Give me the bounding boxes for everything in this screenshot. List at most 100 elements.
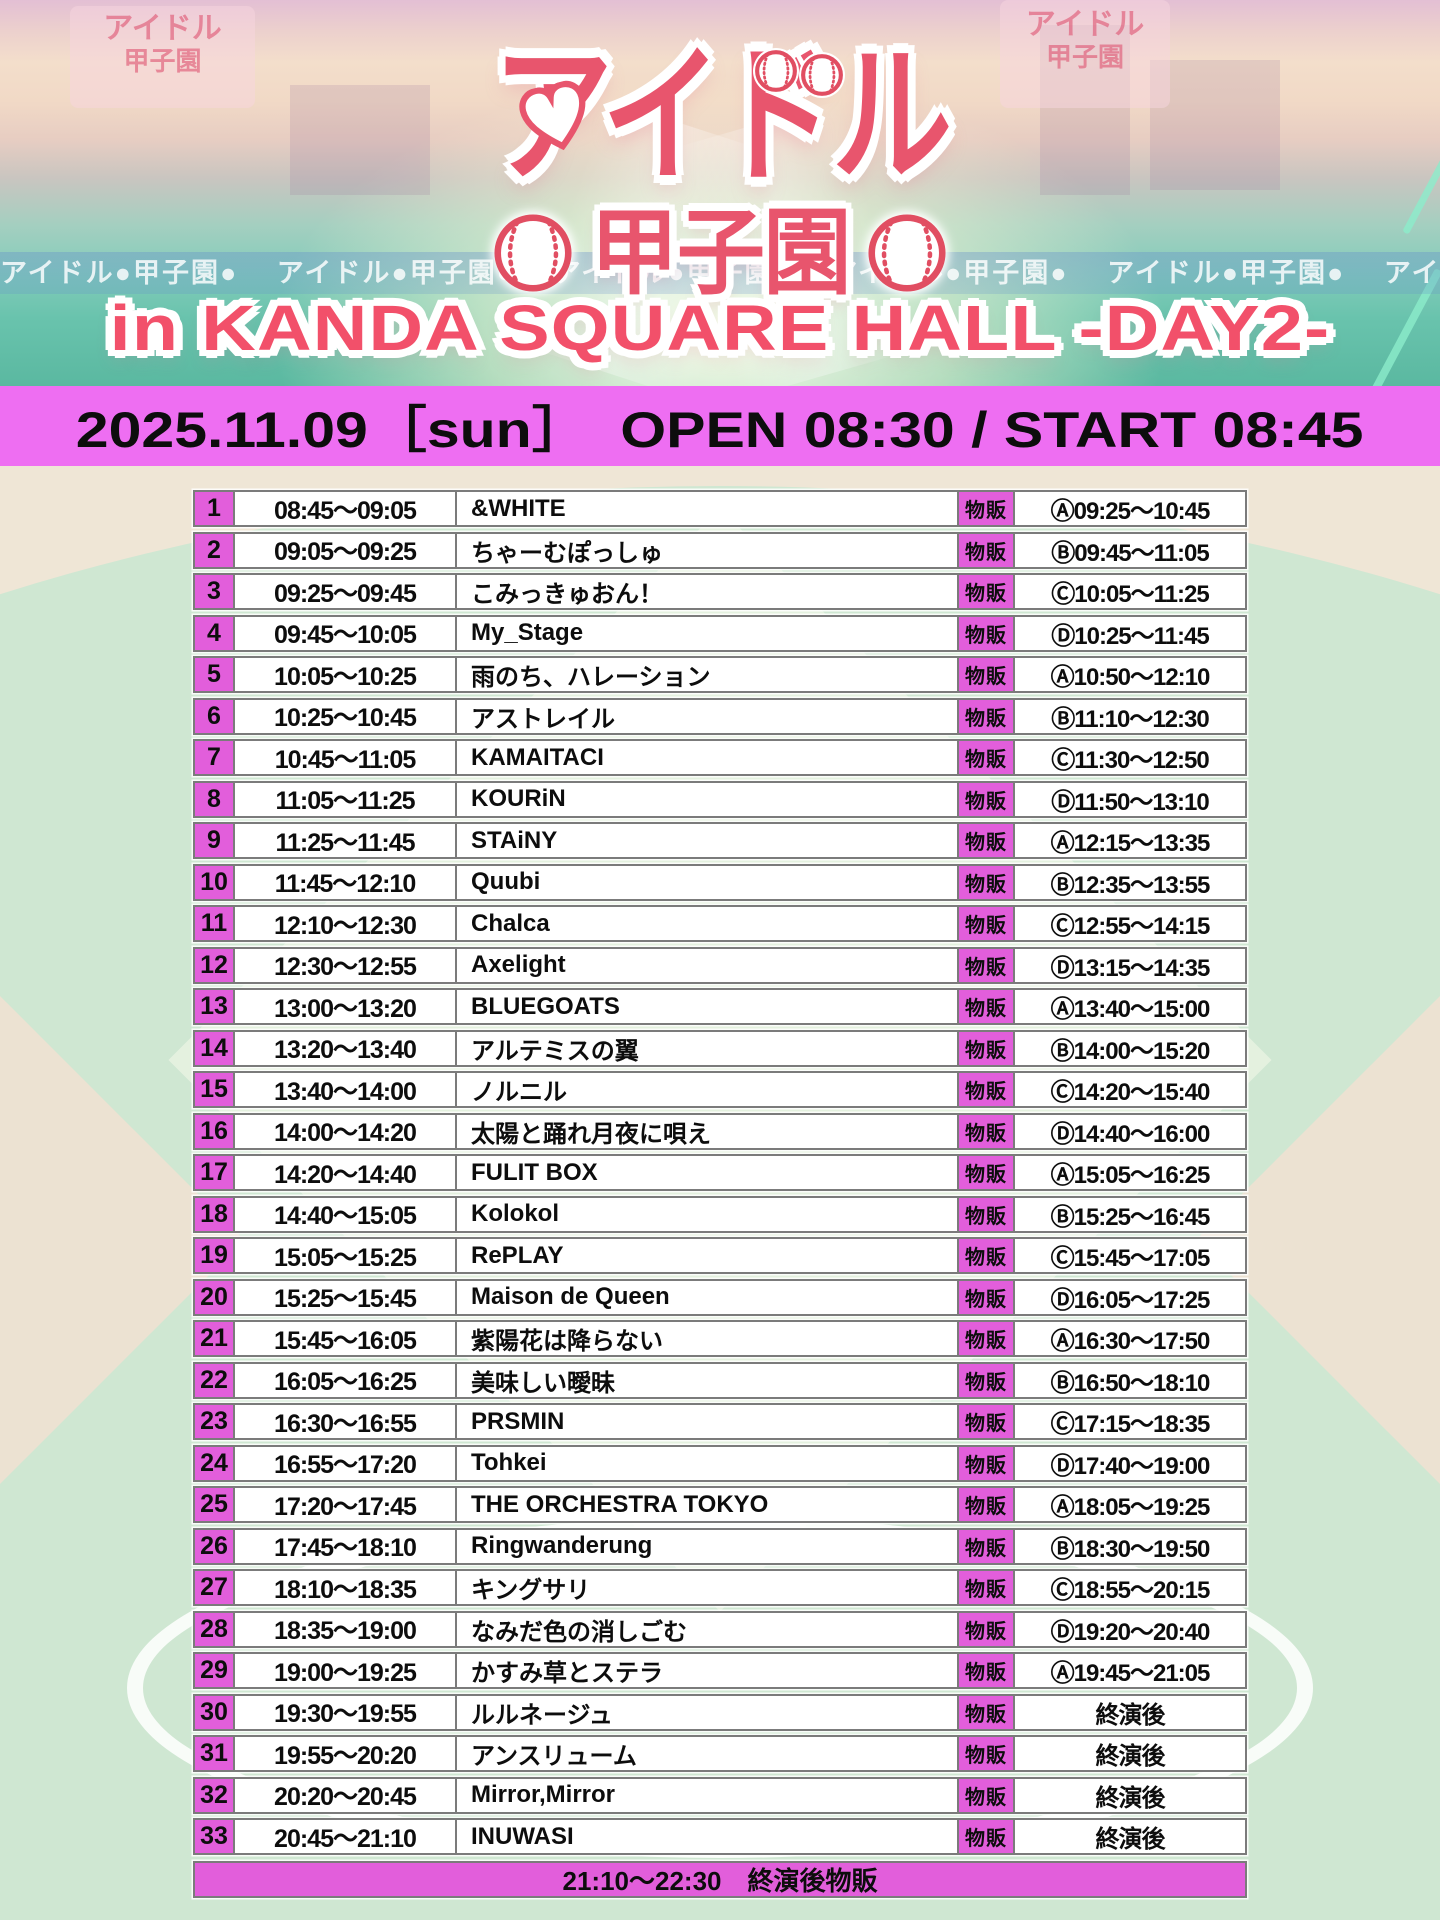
heart-icon xyxy=(519,80,586,151)
performance-time: 14:00〜14:20 xyxy=(235,1114,457,1148)
table-row: 13 13:00〜13:20 BLUEGOATS 物販 Ⓐ13:40〜15:00 xyxy=(193,988,1247,1025)
merch-label: 物販 xyxy=(959,824,1015,857)
merch-label: 物販 xyxy=(959,575,1015,608)
artist-name: INUWASI xyxy=(457,1820,959,1853)
table-row: 25 17:20〜17:45 THE ORCHESTRA TOKYO 物販 Ⓐ1… xyxy=(193,1486,1247,1523)
skyline-silhouette xyxy=(290,85,430,195)
merch-label: 物販 xyxy=(959,865,1015,899)
performance-time: 18:10〜18:35 xyxy=(235,1571,457,1604)
performance-time: 15:05〜15:25 xyxy=(235,1239,457,1272)
artist-name: KOURiN xyxy=(457,782,959,816)
row-number: 31 xyxy=(195,1737,235,1770)
artist-name: かすみ草とステラ xyxy=(457,1654,959,1687)
row-number: 24 xyxy=(195,1446,235,1480)
merch-label: 物販 xyxy=(959,782,1015,816)
artist-name: こみっきゅおん！ xyxy=(457,575,959,608)
table-row: 26 17:45〜18:10 Ringwanderung 物販 Ⓑ18:30〜1… xyxy=(193,1527,1247,1565)
merch-time: Ⓓ11:50〜13:10 xyxy=(1051,788,1209,816)
performance-time: 09:25〜09:45 xyxy=(235,575,457,608)
merch-label: 物販 xyxy=(959,1156,1015,1189)
table-row: 15 13:40〜14:00 ノルニル 物販 Ⓒ14:20〜15:40 xyxy=(193,1071,1247,1108)
table-row: 29 19:00〜19:25 かすみ草とステラ 物販 Ⓐ19:45〜21:05 xyxy=(193,1652,1247,1689)
event-logo-subtitle-text: 甲子園 xyxy=(590,200,851,305)
sign-text: 甲子園 xyxy=(123,45,202,76)
performance-time: 10:45〜11:05 xyxy=(235,741,457,774)
after-sales-banner: 21:10〜22:30 終演後物販 xyxy=(193,1861,1247,1898)
row-number: 18 xyxy=(195,1197,235,1231)
stadium-signboard-left: アイドル 甲子園 xyxy=(70,6,255,108)
merch-time: Ⓐ15:05〜16:25 xyxy=(1050,1162,1211,1189)
row-number: 15 xyxy=(195,1073,235,1106)
merch-label: 物販 xyxy=(959,533,1015,567)
table-row: 10 11:45〜12:10 Quubi 物販 Ⓑ12:35〜13:55 xyxy=(193,863,1247,901)
performance-time: 17:20〜17:45 xyxy=(235,1488,457,1521)
row-number: 2 xyxy=(195,533,235,567)
row-number: 26 xyxy=(195,1529,235,1563)
row-number: 12 xyxy=(195,948,235,982)
table-row: 4 09:45〜10:05 My_Stage 物販 Ⓓ10:25〜11:45 xyxy=(193,614,1247,652)
performance-time: 13:00〜13:20 xyxy=(235,990,457,1023)
merch-time: Ⓑ09:45〜11:05 xyxy=(1051,539,1209,567)
table-row: 3 09:25〜09:45 こみっきゅおん！ 物販 Ⓒ10:05〜11:25 xyxy=(193,573,1247,610)
table-row: 16 14:00〜14:20 太陽と踊れ月夜に唄え 物販 Ⓓ14:40〜16:0… xyxy=(193,1112,1247,1150)
artist-name: キングサリ xyxy=(457,1571,959,1604)
table-row: 28 18:35〜19:00 なみだ色の消しごむ 物販 Ⓓ19:20〜20:40 xyxy=(193,1610,1247,1648)
artist-name: Kolokol xyxy=(457,1197,959,1231)
merch-time: Ⓓ19:20〜20:40 xyxy=(1050,1618,1211,1646)
performance-time: 11:25〜11:45 xyxy=(235,824,457,857)
artist-name: PRSMIN xyxy=(457,1405,959,1438)
performance-time: 16:30〜16:55 xyxy=(235,1405,457,1438)
merch-time: Ⓐ12:15〜13:35 xyxy=(1050,830,1211,857)
merch-label: 物販 xyxy=(959,948,1015,982)
artist-name: ノルニル xyxy=(457,1073,959,1106)
merch-label: 物販 xyxy=(959,1820,1015,1853)
merch-label: 物販 xyxy=(959,1571,1015,1604)
merch-label: 物販 xyxy=(959,492,1015,525)
merch-time: Ⓓ16:05〜17:25 xyxy=(1050,1286,1211,1314)
performance-time: 20:20〜20:45 xyxy=(235,1778,457,1812)
merch-label: 物販 xyxy=(959,1405,1015,1438)
merch-time: Ⓒ11:30〜12:50 xyxy=(1051,747,1209,774)
performance-time: 08:45〜09:05 xyxy=(235,492,457,525)
performance-time: 11:45〜12:10 xyxy=(235,865,457,899)
performance-time: 18:35〜19:00 xyxy=(235,1612,457,1646)
merch-time: Ⓒ17:15〜18:35 xyxy=(1050,1411,1211,1438)
merch-time: Ⓐ13:40〜15:00 xyxy=(1050,996,1211,1023)
artist-name: 美味しい曖昧 xyxy=(457,1363,959,1397)
artist-name: Ringwanderung xyxy=(457,1529,959,1563)
row-number: 3 xyxy=(195,575,235,608)
timetable-rows: 1 08:45〜09:05 &WHITE 物販 Ⓐ09:25〜10:45 2 0… xyxy=(193,490,1247,1855)
merch-time: Ⓓ13:15〜14:35 xyxy=(1050,954,1211,982)
artist-name: Axelight xyxy=(457,948,959,982)
table-row: 21 15:45〜16:05 紫陽花は降らない 物販 Ⓐ16:30〜17:50 xyxy=(193,1320,1247,1357)
artist-name: アルテミスの翼 xyxy=(457,1031,959,1065)
row-number: 14 xyxy=(195,1031,235,1065)
table-row: 12 12:30〜12:55 Axelight 物販 Ⓓ13:15〜14:35 xyxy=(193,946,1247,984)
date-banner-text: 2025.11.09［sun］ OPEN 08:30 / START 08:45 xyxy=(76,402,1364,458)
event-logo-title: アイドル xyxy=(492,32,953,200)
artist-name: 太陽と踊れ月夜に唄え xyxy=(457,1114,959,1148)
table-row: 33 20:45〜21:10 INUWASI 物販 終演後 xyxy=(193,1818,1247,1855)
merch-label: 物販 xyxy=(959,1239,1015,1272)
table-row: 19 15:05〜15:25 RePLAY 物販 Ⓒ15:45〜17:05 xyxy=(193,1237,1247,1274)
performance-time: 15:45〜16:05 xyxy=(235,1322,457,1355)
merch-label: 物販 xyxy=(959,1280,1015,1314)
merch-time: Ⓐ19:45〜21:05 xyxy=(1050,1660,1211,1687)
sign-text: 甲子園 xyxy=(1045,41,1124,72)
row-number: 27 xyxy=(195,1571,235,1604)
performance-time: 16:05〜16:25 xyxy=(235,1363,457,1397)
artist-name: Mirror,Mirror xyxy=(457,1778,959,1812)
artist-name: KAMAITACI xyxy=(457,741,959,774)
merch-label: 物販 xyxy=(959,1529,1015,1563)
row-number: 13 xyxy=(195,990,235,1023)
merch-label: 物販 xyxy=(959,1363,1015,1397)
performance-time: 16:55〜17:20 xyxy=(235,1446,457,1480)
baseball-icon xyxy=(753,48,799,94)
event-logo-subline: 甲子園 xyxy=(0,206,1440,300)
baseball-icon xyxy=(494,214,572,292)
stadium-background: アイドル 甲子園 アイドル 甲子園 アイドル●甲子園● アイドル●甲子園● アイ… xyxy=(0,0,1440,422)
merch-time: 終演後 xyxy=(1095,1784,1166,1812)
table-row: 2 09:05〜09:25 ちゃーむぽっしゅ 物販 Ⓑ09:45〜11:05 xyxy=(193,531,1247,569)
merch-time: 終演後 xyxy=(1095,1826,1166,1853)
row-number: 33 xyxy=(195,1820,235,1853)
